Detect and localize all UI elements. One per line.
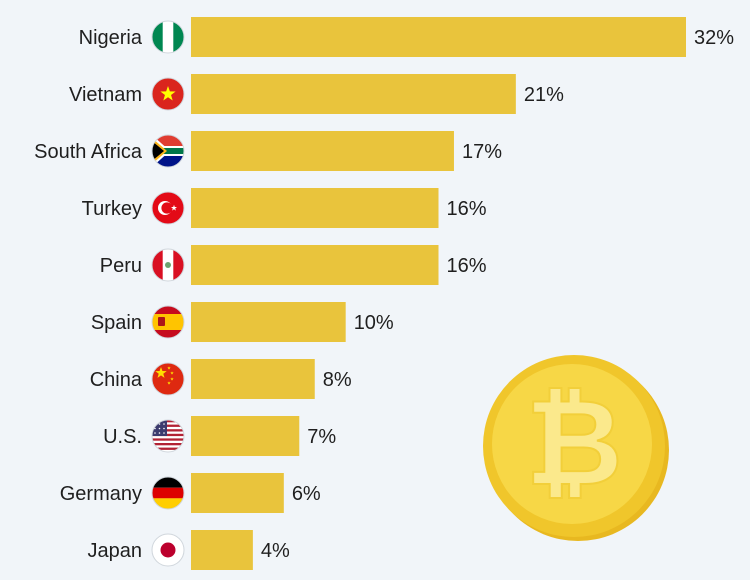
value-label-turkey: 16% bbox=[447, 198, 487, 220]
bar-peru bbox=[191, 245, 439, 285]
bar-spain bbox=[191, 302, 346, 342]
bitcoin-coin-icon: ₿ bbox=[483, 355, 669, 541]
category-label-south-africa: South Africa bbox=[34, 141, 143, 163]
bar-nigeria bbox=[191, 17, 686, 57]
bar-vietnam bbox=[191, 74, 516, 114]
value-label-nigeria: 32% bbox=[694, 27, 734, 49]
bar-japan bbox=[191, 530, 253, 570]
category-labels-group: Nigeria Vietnam South Africa Turkey Peru Spai… bbox=[34, 27, 143, 562]
south-africa-flag-icon bbox=[151, 134, 185, 168]
value-label-spain: 10% bbox=[354, 312, 394, 334]
category-label-vietnam: Vietnam bbox=[69, 84, 142, 106]
category-label-u-s: U.S. bbox=[103, 426, 142, 448]
bar-germany bbox=[191, 473, 284, 513]
value-label-japan: 4% bbox=[261, 540, 290, 562]
value-label-peru: 16% bbox=[447, 255, 487, 277]
peru-flag-icon bbox=[151, 248, 185, 282]
bar-turkey bbox=[191, 188, 439, 228]
germany-flag-icon bbox=[151, 476, 185, 510]
flags-group bbox=[151, 20, 185, 567]
nigeria-flag-icon bbox=[151, 20, 185, 54]
category-label-turkey: Turkey bbox=[82, 198, 142, 220]
value-label-south-africa: 17% bbox=[462, 141, 502, 163]
category-label-japan: Japan bbox=[88, 540, 143, 562]
value-label-china: 8% bbox=[323, 369, 352, 391]
bitcoin-symbol-icon: ₿ bbox=[525, 374, 623, 513]
category-label-germany: Germany bbox=[60, 483, 142, 505]
bar-china bbox=[191, 359, 315, 399]
value-label-vietnam: 21% bbox=[524, 84, 564, 106]
bar-south-africa bbox=[191, 131, 454, 171]
japan-flag-icon bbox=[151, 533, 185, 567]
value-label-u-s: 7% bbox=[307, 426, 336, 448]
value-label-germany: 6% bbox=[292, 483, 321, 505]
china-flag-icon bbox=[151, 362, 185, 396]
category-label-nigeria: Nigeria bbox=[79, 27, 143, 49]
bars-group bbox=[191, 17, 686, 570]
category-label-peru: Peru bbox=[100, 255, 142, 277]
category-label-china: China bbox=[90, 369, 143, 391]
vietnam-flag-icon bbox=[151, 77, 185, 111]
value-labels-group: 32% 21% 17% 16% 16% 10% 8% 7% 6% 4% bbox=[261, 27, 734, 562]
turkey-flag-icon bbox=[151, 191, 185, 225]
spain-flag-icon bbox=[151, 305, 185, 339]
category-label-spain: Spain bbox=[91, 312, 142, 334]
bar-u-s bbox=[191, 416, 300, 456]
us-flag-icon bbox=[151, 419, 185, 453]
